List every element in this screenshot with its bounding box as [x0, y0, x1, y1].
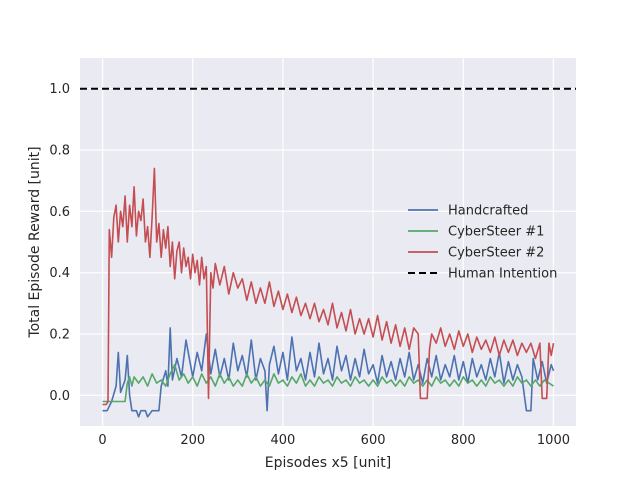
y-tick-label: 0.0 — [49, 389, 70, 404]
legend-label: CyberSteer #1 — [448, 225, 544, 240]
y-tick-label: 0.6 — [49, 205, 70, 220]
x-tick-label: 0 — [98, 433, 106, 448]
y-axis-label: Total Episode Reward [unit] — [27, 146, 43, 338]
legend-label: Handcrafted — [448, 204, 528, 219]
y-tick-label: 0.2 — [49, 328, 70, 343]
x-tick-label: 1000 — [537, 433, 570, 448]
y-tick-label: 1.0 — [49, 82, 70, 97]
x-tick-label: 600 — [361, 433, 386, 448]
series-line-cybersteer-2 — [102, 167, 555, 406]
y-tick-label: 0.4 — [49, 266, 70, 281]
series-line-handcrafted — [102, 327, 555, 418]
x-tick-label: 800 — [451, 433, 476, 448]
x-tick-label: 400 — [270, 433, 295, 448]
grid — [80, 58, 576, 426]
series-line-cybersteer-1 — [102, 363, 554, 403]
legend: Handcrafted CyberSteer #1 CyberSteer #2 Hum… — [408, 204, 557, 282]
legend-label: Human Intention — [448, 267, 557, 282]
x-tick-label: 200 — [180, 433, 205, 448]
legend-label: CyberSteer #2 — [448, 246, 544, 261]
x-axis-label: Episodes x5 [unit] — [265, 455, 391, 471]
y-tick-label: 0.8 — [49, 144, 70, 159]
tick-labels: 0 200 400 600 800 1000 0.0 0.2 0.4 0.6 0.8 1.0 — [49, 82, 570, 448]
series-layer — [80, 87, 576, 418]
